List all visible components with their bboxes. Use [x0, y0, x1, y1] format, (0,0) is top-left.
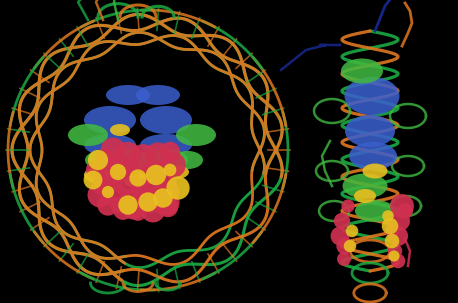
Circle shape: [87, 182, 113, 208]
Circle shape: [382, 218, 398, 234]
Circle shape: [118, 195, 138, 215]
Ellipse shape: [344, 77, 399, 115]
Circle shape: [331, 227, 349, 245]
Circle shape: [391, 254, 405, 268]
Circle shape: [112, 168, 140, 196]
Ellipse shape: [343, 174, 387, 198]
Circle shape: [388, 226, 408, 246]
Circle shape: [153, 161, 167, 175]
Ellipse shape: [140, 134, 192, 156]
Ellipse shape: [362, 164, 387, 178]
Circle shape: [385, 234, 399, 248]
Circle shape: [138, 192, 158, 212]
Circle shape: [388, 251, 399, 261]
Circle shape: [160, 152, 186, 178]
Circle shape: [153, 188, 180, 216]
Circle shape: [119, 189, 141, 211]
Ellipse shape: [110, 124, 130, 136]
Ellipse shape: [355, 200, 395, 222]
Ellipse shape: [176, 124, 216, 146]
Circle shape: [121, 197, 144, 219]
Circle shape: [141, 198, 165, 222]
Circle shape: [146, 165, 166, 185]
Ellipse shape: [163, 165, 189, 179]
Ellipse shape: [341, 58, 383, 84]
Circle shape: [160, 142, 180, 162]
Circle shape: [132, 187, 154, 209]
Ellipse shape: [68, 124, 108, 146]
Ellipse shape: [148, 149, 188, 171]
Circle shape: [86, 160, 106, 180]
Circle shape: [141, 162, 156, 178]
Circle shape: [146, 185, 166, 205]
Circle shape: [337, 252, 351, 266]
Ellipse shape: [84, 106, 136, 134]
Circle shape: [129, 203, 147, 221]
Circle shape: [88, 150, 108, 170]
Circle shape: [388, 244, 402, 258]
Circle shape: [153, 188, 173, 208]
Circle shape: [344, 240, 356, 252]
Ellipse shape: [354, 189, 376, 203]
Circle shape: [131, 178, 150, 198]
Circle shape: [126, 165, 142, 179]
Ellipse shape: [140, 106, 192, 134]
Ellipse shape: [345, 115, 395, 147]
Circle shape: [385, 224, 399, 238]
Circle shape: [397, 203, 413, 219]
Circle shape: [84, 171, 103, 189]
Circle shape: [141, 172, 165, 198]
Circle shape: [92, 174, 114, 196]
Circle shape: [166, 176, 190, 200]
Circle shape: [145, 142, 170, 168]
Circle shape: [390, 194, 414, 218]
Ellipse shape: [104, 149, 152, 171]
Circle shape: [101, 138, 125, 162]
Circle shape: [107, 155, 133, 181]
Ellipse shape: [349, 142, 397, 170]
Circle shape: [155, 169, 177, 191]
Circle shape: [102, 186, 114, 198]
Ellipse shape: [84, 167, 112, 183]
Circle shape: [129, 144, 157, 172]
Circle shape: [95, 149, 117, 171]
Circle shape: [110, 164, 126, 180]
Circle shape: [115, 142, 141, 168]
Circle shape: [158, 197, 178, 217]
Circle shape: [143, 197, 159, 213]
Ellipse shape: [123, 172, 153, 188]
Circle shape: [346, 225, 358, 237]
Ellipse shape: [84, 134, 136, 156]
Ellipse shape: [136, 85, 180, 105]
Circle shape: [390, 211, 410, 231]
Circle shape: [336, 237, 354, 255]
Circle shape: [382, 210, 394, 222]
Circle shape: [104, 183, 128, 207]
Ellipse shape: [106, 85, 150, 105]
Ellipse shape: [85, 151, 115, 169]
Circle shape: [129, 169, 147, 187]
Circle shape: [164, 164, 176, 176]
Circle shape: [98, 194, 119, 216]
Circle shape: [334, 213, 350, 229]
Circle shape: [97, 165, 123, 191]
Ellipse shape: [173, 151, 203, 169]
Circle shape: [113, 200, 133, 220]
Circle shape: [341, 199, 354, 213]
Circle shape: [157, 181, 180, 204]
Circle shape: [110, 197, 126, 213]
